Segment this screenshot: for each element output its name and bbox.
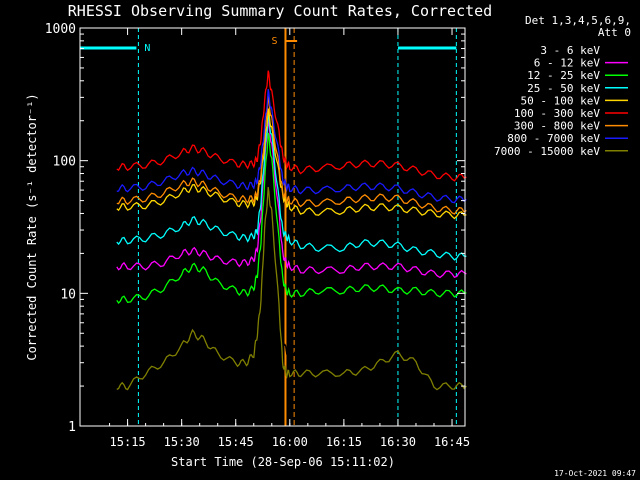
legend-label-4: 50 - 100 keV — [521, 94, 601, 107]
y-axis-label: Corrected Count Rate (s⁻¹ detector⁻¹) — [25, 93, 39, 360]
legend-label-0: 3 - 6 keV — [540, 44, 600, 57]
legend-label-8: 7000 - 15000 keV — [494, 145, 600, 158]
x-tick-label-4: 16:15 — [326, 435, 362, 449]
y-tick-label-1: 10 — [60, 287, 76, 302]
x-axis-label: Start Time (28-Sep-06 15:11:02) — [171, 455, 395, 469]
plot-frame — [79, 27, 466, 427]
series-line-5 — [116, 70, 467, 182]
annotation-n: N — [144, 43, 150, 54]
legend-label-1: 6 - 12 keV — [534, 57, 601, 70]
x-tick-label-1: 15:30 — [164, 435, 200, 449]
legend-label-2: 12 - 25 keV — [527, 69, 600, 82]
legend-label-3: 25 - 50 keV — [527, 82, 600, 95]
plot-layer: NS — [80, 28, 467, 426]
timestamp: 17-Oct-2021 09:47 — [554, 469, 636, 478]
legend-header-1: Att 0 — [598, 26, 631, 39]
series-line-6 — [116, 94, 467, 215]
legend-header-0: Det 1,3,4,5,6,9, — [525, 14, 631, 27]
x-tick-label-0: 15:15 — [110, 435, 146, 449]
ticks-layer: 15:15 15:30 15:45 16:00 16:15 16:30 16:45 1 10 10… — [45, 22, 470, 449]
series-line-8 — [116, 187, 467, 391]
y-tick-label-3: 1000 — [45, 22, 76, 37]
series-line-3 — [116, 113, 467, 261]
series-line-4 — [116, 108, 467, 220]
legend-label-5: 100 - 300 keV — [514, 107, 600, 120]
legend-label-7: 800 - 7000 keV — [507, 132, 600, 145]
chart-title: RHESSI Observing Summary Count Rates, Co… — [68, 2, 492, 20]
series-line-7 — [116, 88, 467, 204]
series-line-0 — [116, 205, 467, 359]
series-line-1 — [116, 118, 467, 279]
x-tick-label-5: 16:30 — [380, 435, 416, 449]
legend-label-6: 300 - 800 keV — [514, 120, 600, 133]
series-line-2 — [116, 132, 467, 305]
x-tick-label-2: 15:45 — [218, 435, 254, 449]
y-tick-label-2: 100 — [53, 155, 76, 170]
annotation-s: S — [271, 36, 277, 47]
x-tick-label-3: 16:00 — [272, 435, 308, 449]
y-tick-label-0: 1 — [68, 420, 76, 435]
x-tick-label-6: 16:45 — [434, 435, 470, 449]
